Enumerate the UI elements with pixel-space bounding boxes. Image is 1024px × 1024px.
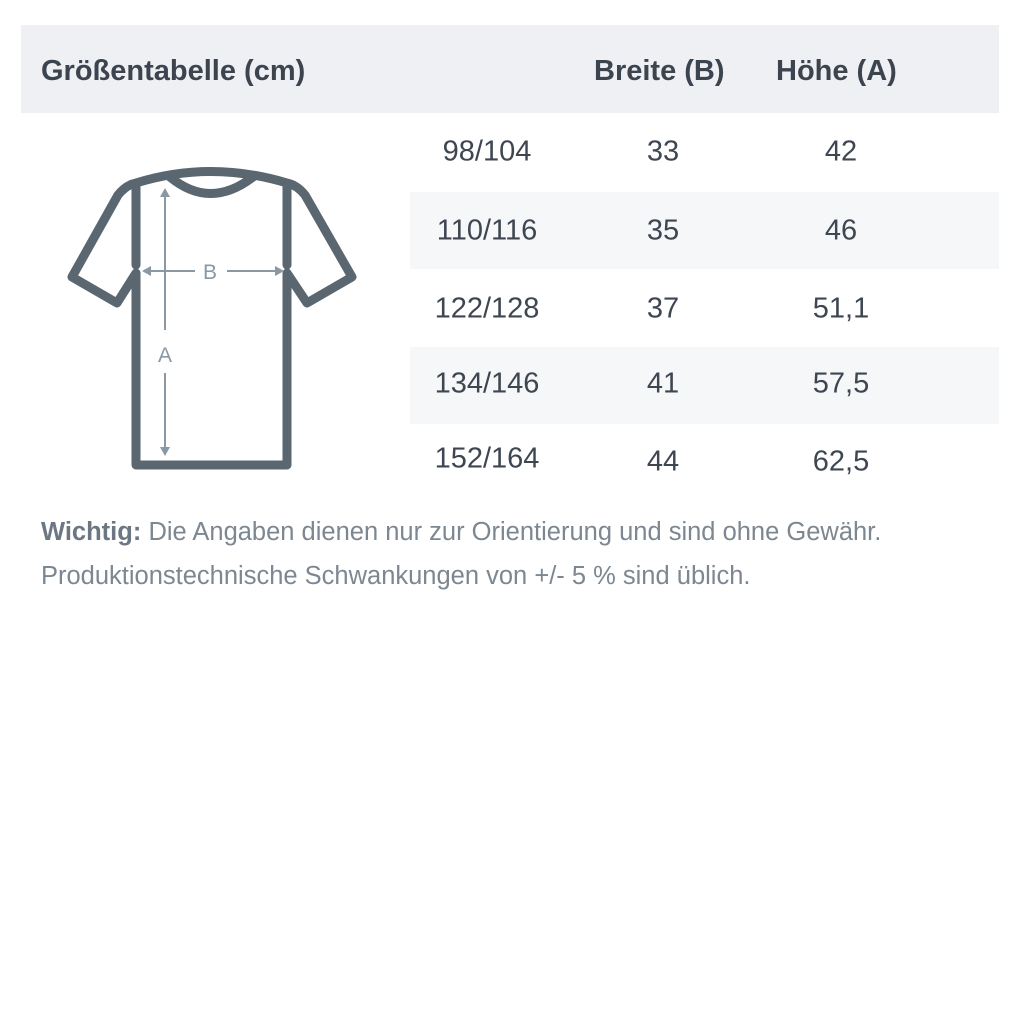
height-cell: 57,5 <box>812 367 870 400</box>
width-cell: 37 <box>646 292 680 325</box>
size-cell: 152/164 <box>434 442 540 475</box>
width-cell: 33 <box>646 135 680 168</box>
height-cell: 42 <box>824 135 858 168</box>
note-line-2: Produktionstechnische Schwankungen von +… <box>41 562 751 590</box>
width-label: B <box>203 261 217 284</box>
note-line-1: Wichtig: Die Angaben dienen nur zur Orie… <box>41 518 881 547</box>
width-cell: 41 <box>646 367 680 400</box>
column-header-height: Höhe (A) <box>776 55 897 87</box>
height-label: A <box>158 344 172 367</box>
size-cell: 134/146 <box>434 367 540 400</box>
table-title: Größentabelle (cm) <box>41 55 306 87</box>
width-cell: 44 <box>646 445 680 478</box>
note-label: Wichtig: <box>41 518 142 546</box>
size-cell: 98/104 <box>442 135 532 168</box>
table-header: Größentabelle (cm) Breite (B) Höhe (A) <box>21 25 999 113</box>
size-cell: 110/116 <box>436 214 538 247</box>
height-cell: 46 <box>824 214 858 247</box>
row-stripe <box>410 347 999 424</box>
row-stripe <box>410 192 999 269</box>
height-cell: 51,1 <box>812 292 870 325</box>
note-text: Die Angaben dienen nur zur Orientierung … <box>148 518 882 546</box>
width-cell: 35 <box>646 214 680 247</box>
height-cell: 62,5 <box>812 445 870 478</box>
column-header-width: Breite (B) <box>594 55 725 87</box>
size-cell: 122/128 <box>434 292 540 325</box>
